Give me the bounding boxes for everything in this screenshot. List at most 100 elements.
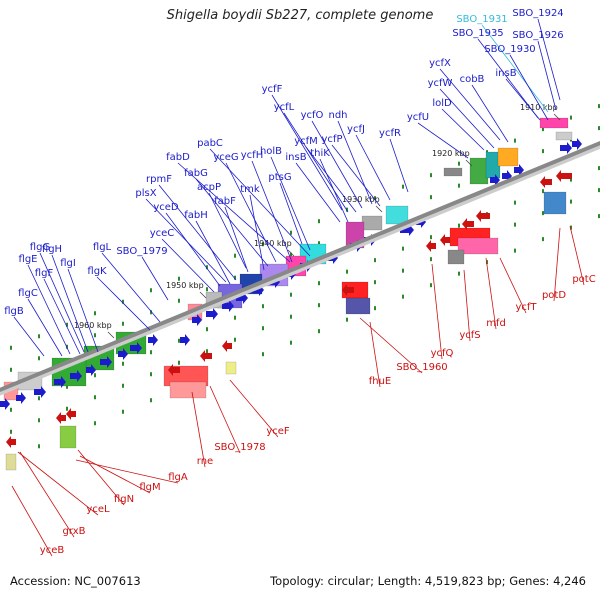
tick-dot [570, 177, 572, 182]
feature-box [539, 117, 569, 129]
tick-dot [570, 199, 572, 204]
gene-label-line [439, 88, 495, 149]
gene-labels: SBO_1924 SBO_1931 SBO_1926 SBO_1935 SBO_1930… [4, 8, 595, 556]
gene-label: yceL [86, 504, 110, 515]
gene-label: ptsG [268, 172, 291, 183]
gene-label: yceD [153, 202, 179, 213]
tick-dot [402, 294, 404, 299]
gene-label: fhuE [369, 376, 392, 387]
gene-label-line [209, 148, 311, 257]
gene-label: ycfP [322, 134, 343, 145]
tick-dot [262, 326, 264, 331]
gene-label: ycfH [241, 150, 263, 161]
feature-box [345, 297, 371, 315]
gene-label: ycfR [379, 128, 401, 139]
tick-dot [234, 275, 236, 280]
gene-label-line [569, 225, 585, 286]
tick-dot [318, 281, 320, 286]
gene-label-line [17, 451, 99, 516]
tick-dot [262, 242, 264, 247]
gene-label: holB [260, 146, 282, 157]
gene-label: ycfO [301, 110, 324, 121]
tick-dot [430, 283, 432, 288]
forward-gene-arrow [572, 138, 582, 150]
forward-gene-arrow [130, 342, 142, 354]
gene-label-line [359, 317, 423, 374]
tick-dot [10, 407, 12, 412]
gene-label: fabH [184, 210, 208, 221]
tick-dot [374, 258, 376, 263]
tick-dot [122, 361, 124, 366]
gene-label-line [319, 158, 349, 223]
gene-label-line [477, 38, 539, 119]
tick-dot [150, 398, 152, 403]
tick-dot [346, 317, 348, 322]
gene-label-line [101, 252, 161, 323]
ruler-label: 1920 kbp [432, 149, 470, 158]
gene-label: SBO_1979 [116, 246, 167, 257]
forward-gene-arrow [100, 356, 112, 368]
tick-dot [178, 360, 180, 365]
tick-dot [206, 287, 208, 292]
gene-label: ycfX [429, 58, 451, 69]
tick-dot [598, 166, 600, 171]
tick-dot [514, 248, 516, 253]
tick-dot [66, 406, 68, 411]
gene-label-line [225, 162, 277, 263]
gene-label: rne [197, 456, 213, 467]
ruler-label: 1960 kbp [74, 321, 112, 330]
tick-dot [94, 333, 96, 338]
gene-label-line [13, 316, 45, 357]
ruler-labels: 1910 kbp 1920 kbp 1930 kbp 1940 kbp 1950 kbp… [74, 103, 561, 339]
accession-text: Accession: NC_007613 [10, 574, 141, 588]
reverse-gene-arrow [426, 240, 436, 252]
gene-label-line [209, 385, 241, 454]
tick-dot [10, 367, 12, 372]
gene-label-line [75, 459, 179, 484]
ruler-pointer [375, 205, 383, 213]
feature-box [443, 167, 463, 177]
tick-dot [150, 372, 152, 377]
gene-label-line [158, 184, 237, 281]
gene-label: insB [285, 152, 306, 163]
tick-dot [402, 246, 404, 251]
gene-label: ycfW [428, 78, 453, 89]
tick-dot [290, 230, 292, 235]
tick-dot [178, 298, 180, 303]
gene-label-line [39, 252, 85, 353]
genome-summary-text: Topology: circular; Length: 4,519,823 bp… [270, 574, 586, 588]
gene-label-line [96, 276, 151, 331]
tick-dot [598, 126, 600, 131]
gene-label: SBO_1926 [512, 30, 563, 41]
ruler-pointer [465, 159, 473, 167]
reverse-gene-arrow [476, 210, 490, 222]
gene-label: flgL [93, 242, 112, 253]
gene-label: cobB [460, 74, 485, 85]
gene-label-line [537, 18, 561, 101]
ruler-label: 1930 kbp [342, 195, 380, 204]
feature-box [447, 249, 465, 265]
gene-label: fabG [184, 168, 208, 179]
gene-label-line [355, 134, 391, 201]
tick-dot [94, 373, 96, 378]
gene-label-line [553, 227, 561, 302]
feature-box [543, 191, 567, 215]
gene-label-line [27, 298, 63, 357]
gene-label: mfd [486, 318, 506, 329]
reverse-gene-arrow [342, 284, 354, 296]
feature-box [225, 361, 237, 375]
forward-gene-arrow [490, 174, 500, 186]
gene-label-line [51, 254, 89, 353]
reverse-gene-arrow [66, 408, 76, 420]
reverse-gene-arrow [540, 176, 552, 188]
feature-box [457, 237, 499, 255]
gene-label-line [441, 108, 485, 151]
feature-box [385, 205, 409, 225]
ruler-pointer [287, 249, 295, 257]
tick-dot [234, 253, 236, 258]
tick-dot [458, 271, 460, 276]
forward-gene-arrow [118, 348, 128, 360]
gene-label: ycfF [262, 84, 283, 95]
tick-dot [542, 127, 544, 132]
gene-label: potC [572, 274, 595, 285]
